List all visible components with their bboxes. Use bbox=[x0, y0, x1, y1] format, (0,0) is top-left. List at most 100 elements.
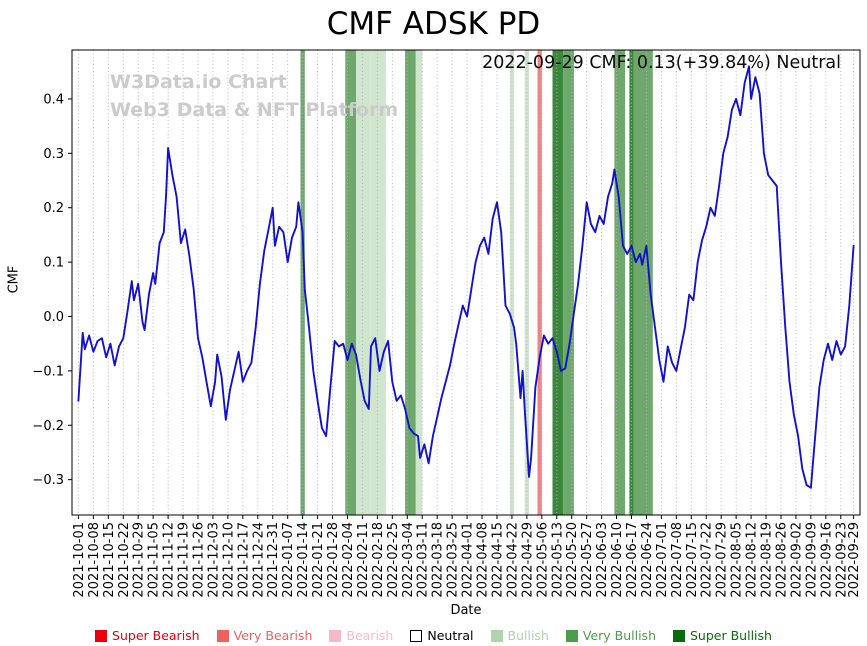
x-tick-label: 2022-04-08 bbox=[476, 522, 491, 598]
signal-band-very_bullish bbox=[633, 50, 653, 515]
x-tick-label: 2022-07-01 bbox=[655, 522, 670, 598]
x-tick-label: 2022-06-03 bbox=[595, 522, 610, 598]
legend: Super Bearish Very Bearish Bearish Neutral B… bbox=[0, 628, 867, 643]
x-tick-label: 2022-07-22 bbox=[700, 522, 715, 598]
x-tick-label: 2022-07-08 bbox=[670, 522, 685, 598]
cmf-annotation: 2022-09-29 CMF: 0.13(+39.84%) Neutral bbox=[482, 53, 841, 73]
legend-item-super-bearish: Super Bearish bbox=[95, 628, 200, 643]
x-tick-label: 2022-07-15 bbox=[685, 522, 700, 598]
legend-label: Very Bearish bbox=[233, 628, 313, 643]
x-tick-label: 2022-08-19 bbox=[760, 522, 775, 598]
x-tick-label: 2022-05-20 bbox=[565, 522, 580, 598]
legend-item-bearish: Bearish bbox=[329, 628, 393, 643]
signal-band-very_bullish bbox=[563, 50, 574, 515]
x-tick-label: 2022-02-25 bbox=[386, 522, 401, 598]
x-tick-label: 2021-10-08 bbox=[87, 522, 102, 598]
x-tick-label: 2022-04-01 bbox=[461, 522, 476, 598]
x-tick-label: 2021-10-22 bbox=[117, 522, 132, 598]
legend-label: Neutral bbox=[427, 628, 474, 643]
x-tick-label: 2022-05-13 bbox=[550, 522, 565, 598]
x-tick-label: 2022-09-09 bbox=[804, 522, 819, 598]
signal-band-very_bullish bbox=[614, 50, 626, 515]
x-tick-label: 2022-01-07 bbox=[281, 522, 296, 598]
legend-swatch bbox=[673, 629, 685, 642]
legend-label: Very Bullish bbox=[582, 628, 656, 643]
y-tick-label: 0.0 bbox=[43, 310, 64, 325]
x-tick-label: 2022-08-26 bbox=[774, 522, 789, 598]
legend-swatch bbox=[329, 629, 342, 642]
y-tick-label: −0.3 bbox=[32, 473, 64, 488]
x-tick-label: 2022-09-29 bbox=[847, 522, 862, 598]
signal-band-bullish bbox=[509, 50, 515, 515]
x-tick-label: 2022-09-16 bbox=[819, 522, 834, 598]
signal-band-bullish bbox=[371, 50, 386, 515]
signal-band-very_bullish bbox=[345, 50, 356, 515]
x-tick-label: 2022-09-02 bbox=[789, 522, 804, 598]
x-tick-label: 2021-10-01 bbox=[72, 522, 87, 598]
x-tick-label: 2022-03-18 bbox=[431, 522, 446, 598]
x-tick-label: 2022-02-04 bbox=[341, 522, 356, 598]
x-tick-label: 2021-10-29 bbox=[132, 522, 147, 598]
cmf-line bbox=[77, 65, 855, 489]
x-tick-label: 2021-12-24 bbox=[251, 522, 266, 598]
x-tick-label: 2022-01-28 bbox=[326, 522, 341, 598]
y-tick-label: 0.2 bbox=[43, 201, 64, 216]
x-tick-label: 2022-04-22 bbox=[505, 522, 520, 598]
x-tick-label: 2021-11-05 bbox=[147, 522, 162, 598]
legend-item-very-bullish: Very Bullish bbox=[565, 628, 656, 643]
legend-item-very-bearish: Very Bearish bbox=[216, 628, 313, 643]
x-tick-label: 2022-03-11 bbox=[416, 522, 431, 598]
x-tick-label: 2022-06-24 bbox=[640, 522, 655, 598]
chart-title: CMF ADSK PD bbox=[326, 6, 541, 42]
legend-swatch bbox=[216, 629, 229, 642]
plot-border bbox=[71, 49, 861, 516]
y-axis-label: CMF bbox=[6, 265, 22, 294]
y-tick-label: −0.2 bbox=[32, 419, 64, 434]
signal-band-super_bullish bbox=[552, 50, 564, 515]
x-tick-label: 2021-10-15 bbox=[102, 522, 117, 598]
x-tick-label: 2022-01-21 bbox=[311, 522, 326, 598]
x-tick-label: 2022-04-15 bbox=[490, 522, 505, 598]
legend-label: Bullish bbox=[507, 628, 549, 643]
signal-band-bullish bbox=[524, 50, 529, 515]
x-tick-label: 2021-12-17 bbox=[236, 522, 251, 598]
legend-swatch bbox=[490, 629, 503, 642]
y-tick-label: 0.3 bbox=[43, 147, 64, 162]
x-axis-label: Date bbox=[450, 603, 482, 618]
x-tick-label: 2021-11-26 bbox=[191, 522, 206, 598]
y-tick-label: 0.4 bbox=[43, 92, 64, 107]
legend-label: Super Bullish bbox=[690, 628, 772, 643]
x-tick-label: 2022-03-25 bbox=[446, 522, 461, 598]
x-tick-label: 2022-05-06 bbox=[535, 522, 550, 598]
signal-band-very_bullish bbox=[405, 50, 416, 515]
x-tick-label: 2021-11-19 bbox=[177, 522, 192, 598]
x-tick-label: 2022-08-12 bbox=[745, 522, 760, 598]
x-tick-label: 2021-12-10 bbox=[221, 522, 236, 598]
legend-label: Bearish bbox=[346, 628, 394, 643]
x-tick-label: 2022-09-23 bbox=[834, 522, 849, 598]
y-tick-label: 0.1 bbox=[43, 256, 64, 271]
x-tick-label: 2021-11-12 bbox=[162, 522, 177, 598]
x-tick-label: 2022-06-17 bbox=[625, 522, 640, 598]
y-tick-label: −0.1 bbox=[32, 364, 64, 379]
x-tick-label: 2022-01-14 bbox=[296, 522, 311, 598]
legend-label: Super Bearish bbox=[112, 628, 200, 643]
signal-band-bullish bbox=[356, 50, 371, 515]
legend-swatch bbox=[95, 629, 108, 642]
x-tick-label: 2021-12-31 bbox=[266, 522, 281, 598]
x-tick-label: 2022-03-04 bbox=[401, 522, 416, 598]
signal-band-bullish bbox=[415, 50, 423, 515]
legend-swatch bbox=[565, 629, 578, 642]
legend-item-bullish: Bullish bbox=[490, 628, 549, 643]
x-tick-label: 2022-04-29 bbox=[520, 522, 535, 598]
signal-band-super_bullish bbox=[629, 50, 634, 515]
x-tick-label: 2022-08-05 bbox=[730, 522, 745, 598]
signal-band-very_bearish bbox=[537, 50, 542, 515]
x-tick-label: 2022-02-18 bbox=[371, 522, 386, 598]
legend-item-neutral: Neutral bbox=[410, 628, 474, 643]
legend-item-super-bullish: Super Bullish bbox=[673, 628, 772, 643]
legend-swatch bbox=[410, 629, 423, 642]
x-tick-label: 2021-12-03 bbox=[206, 522, 221, 598]
x-tick-label: 2022-02-11 bbox=[356, 522, 371, 598]
